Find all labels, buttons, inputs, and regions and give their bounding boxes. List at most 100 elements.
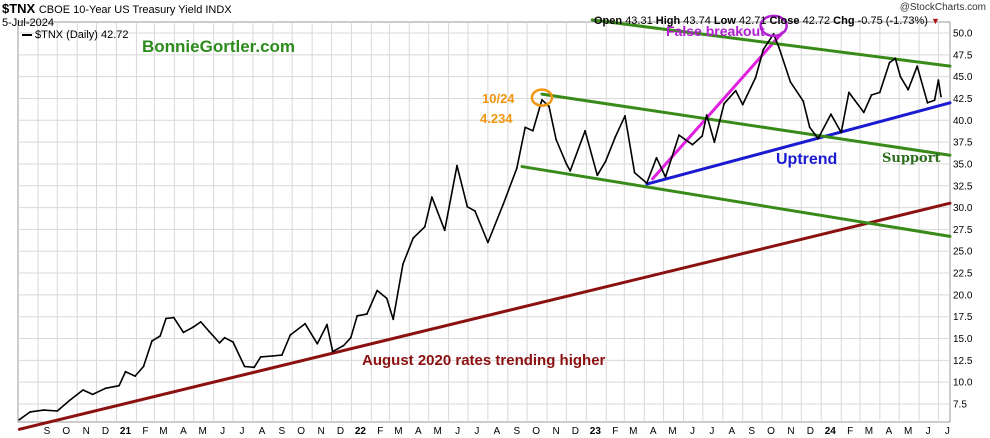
- x-tick-label: J: [945, 426, 950, 437]
- x-tick-label: S: [279, 426, 286, 437]
- x-tick-label: O: [62, 426, 70, 437]
- x-tick-label: O: [297, 426, 305, 437]
- price-point: [172, 316, 175, 319]
- down-arrow-icon: ▼: [931, 16, 940, 26]
- x-tick-label: D: [572, 426, 579, 437]
- high-label: High: [655, 15, 681, 27]
- x-tick-label: N: [318, 426, 325, 437]
- trendline-august-2020-trend: [17, 201, 952, 431]
- x-tick-label: S: [748, 426, 755, 437]
- price-point: [524, 126, 527, 129]
- price-point: [56, 410, 59, 412]
- x-tick-label: 21: [120, 426, 132, 437]
- price-point: [888, 61, 891, 64]
- close-value: 42.72: [802, 15, 831, 27]
- price-point: [655, 156, 658, 159]
- price-point: [645, 182, 648, 185]
- high-value: 43.74: [683, 15, 711, 27]
- price-point: [624, 115, 626, 117]
- x-tick-label: O: [767, 426, 775, 437]
- y-tick-label: 45.0: [953, 72, 973, 83]
- y-axis: 50.0 47.5 45.0 42.5 40.0 37.5 35.0 32.5 30.0 27.5…: [953, 29, 973, 411]
- trendline-channel-upper: [540, 92, 952, 157]
- x-tick-label: A: [494, 426, 501, 437]
- chart-date: 5-Jul-2024: [2, 17, 54, 29]
- price-point: [412, 237, 415, 240]
- ticker-symbol: $TNX: [2, 1, 36, 16]
- low-value: 42.71: [738, 15, 767, 27]
- y-tick-label: 25.0: [953, 247, 973, 258]
- price-point: [754, 76, 757, 79]
- price-point: [894, 57, 897, 60]
- x-tick-label: D: [337, 426, 344, 437]
- annotation-false-breakout: False breakout: [666, 23, 765, 39]
- price-point: [253, 366, 256, 369]
- price-point: [192, 326, 194, 329]
- x-tick-label: A: [180, 426, 187, 437]
- y-tick-label: 47.5: [953, 50, 973, 61]
- price-point: [280, 354, 283, 357]
- legend-label: $TNX (Daily) 42.72: [35, 29, 129, 41]
- price-point: [456, 164, 458, 167]
- price-point: [118, 384, 120, 387]
- price-point: [940, 95, 942, 98]
- y-tick-label: 10.0: [953, 378, 973, 389]
- x-tick-label: A: [259, 426, 266, 437]
- close-label: Close: [769, 15, 800, 27]
- x-tick-label: 23: [590, 426, 602, 437]
- price-point: [223, 336, 226, 339]
- price-point: [926, 101, 929, 104]
- x-tick-label: M: [865, 426, 873, 437]
- x-tick-label: M: [394, 426, 402, 437]
- x-tick-label: F: [847, 426, 853, 437]
- x-tick-label: J: [709, 426, 714, 437]
- price-point: [430, 196, 433, 199]
- x-tick-label: J: [220, 426, 225, 437]
- y-tick-label: 27.5: [953, 225, 973, 236]
- x-tick-label: A: [650, 426, 657, 437]
- price-point: [541, 98, 543, 101]
- price-point: [741, 103, 744, 106]
- price-point: [830, 113, 832, 116]
- price-point: [937, 79, 940, 82]
- x-tick-label: S: [44, 426, 51, 437]
- price-point: [604, 160, 607, 163]
- x-tick-label: F: [377, 426, 383, 437]
- ticker-description: CBOE 10-Year US Treasury Yield INDX: [38, 4, 232, 16]
- price-point: [182, 331, 185, 334]
- x-tick-label: F: [612, 426, 618, 437]
- x-tick-label: O: [532, 426, 540, 437]
- price-point: [614, 135, 617, 138]
- x-tick-label: 22: [355, 426, 367, 437]
- price-point: [734, 89, 737, 92]
- annotation-peak-value: 4.234: [480, 111, 513, 126]
- trendline-uptrend: [645, 101, 952, 186]
- x-tick-label: 24: [825, 426, 837, 437]
- trendline-channel-top: [590, 18, 952, 68]
- peak-marker: [530, 88, 554, 107]
- chg-value: -0.75 (-1.73%): [857, 15, 928, 27]
- price-point: [933, 99, 936, 102]
- y-tick-label: 7.5: [953, 400, 967, 411]
- price-point: [150, 340, 153, 343]
- price-point: [678, 134, 680, 137]
- price-point: [899, 75, 902, 78]
- price-point: [502, 203, 505, 205]
- price-point: [356, 314, 359, 317]
- price-point: [713, 141, 716, 144]
- price-point: [331, 350, 334, 353]
- y-tick-label: 32.5: [953, 181, 973, 192]
- price-point: [392, 318, 395, 321]
- stockcharts-credit: @StockCharts.com: [899, 2, 986, 13]
- price-point: [259, 355, 262, 358]
- x-tick-label: J: [239, 426, 244, 437]
- price-point: [789, 80, 792, 83]
- y-tick-label: 20.0: [953, 290, 973, 301]
- price-point: [664, 176, 667, 178]
- low-label: Low: [713, 15, 736, 27]
- price-point: [342, 344, 345, 347]
- price-point: [862, 111, 865, 114]
- x-tick-label: D: [807, 426, 814, 437]
- price-point: [82, 389, 84, 391]
